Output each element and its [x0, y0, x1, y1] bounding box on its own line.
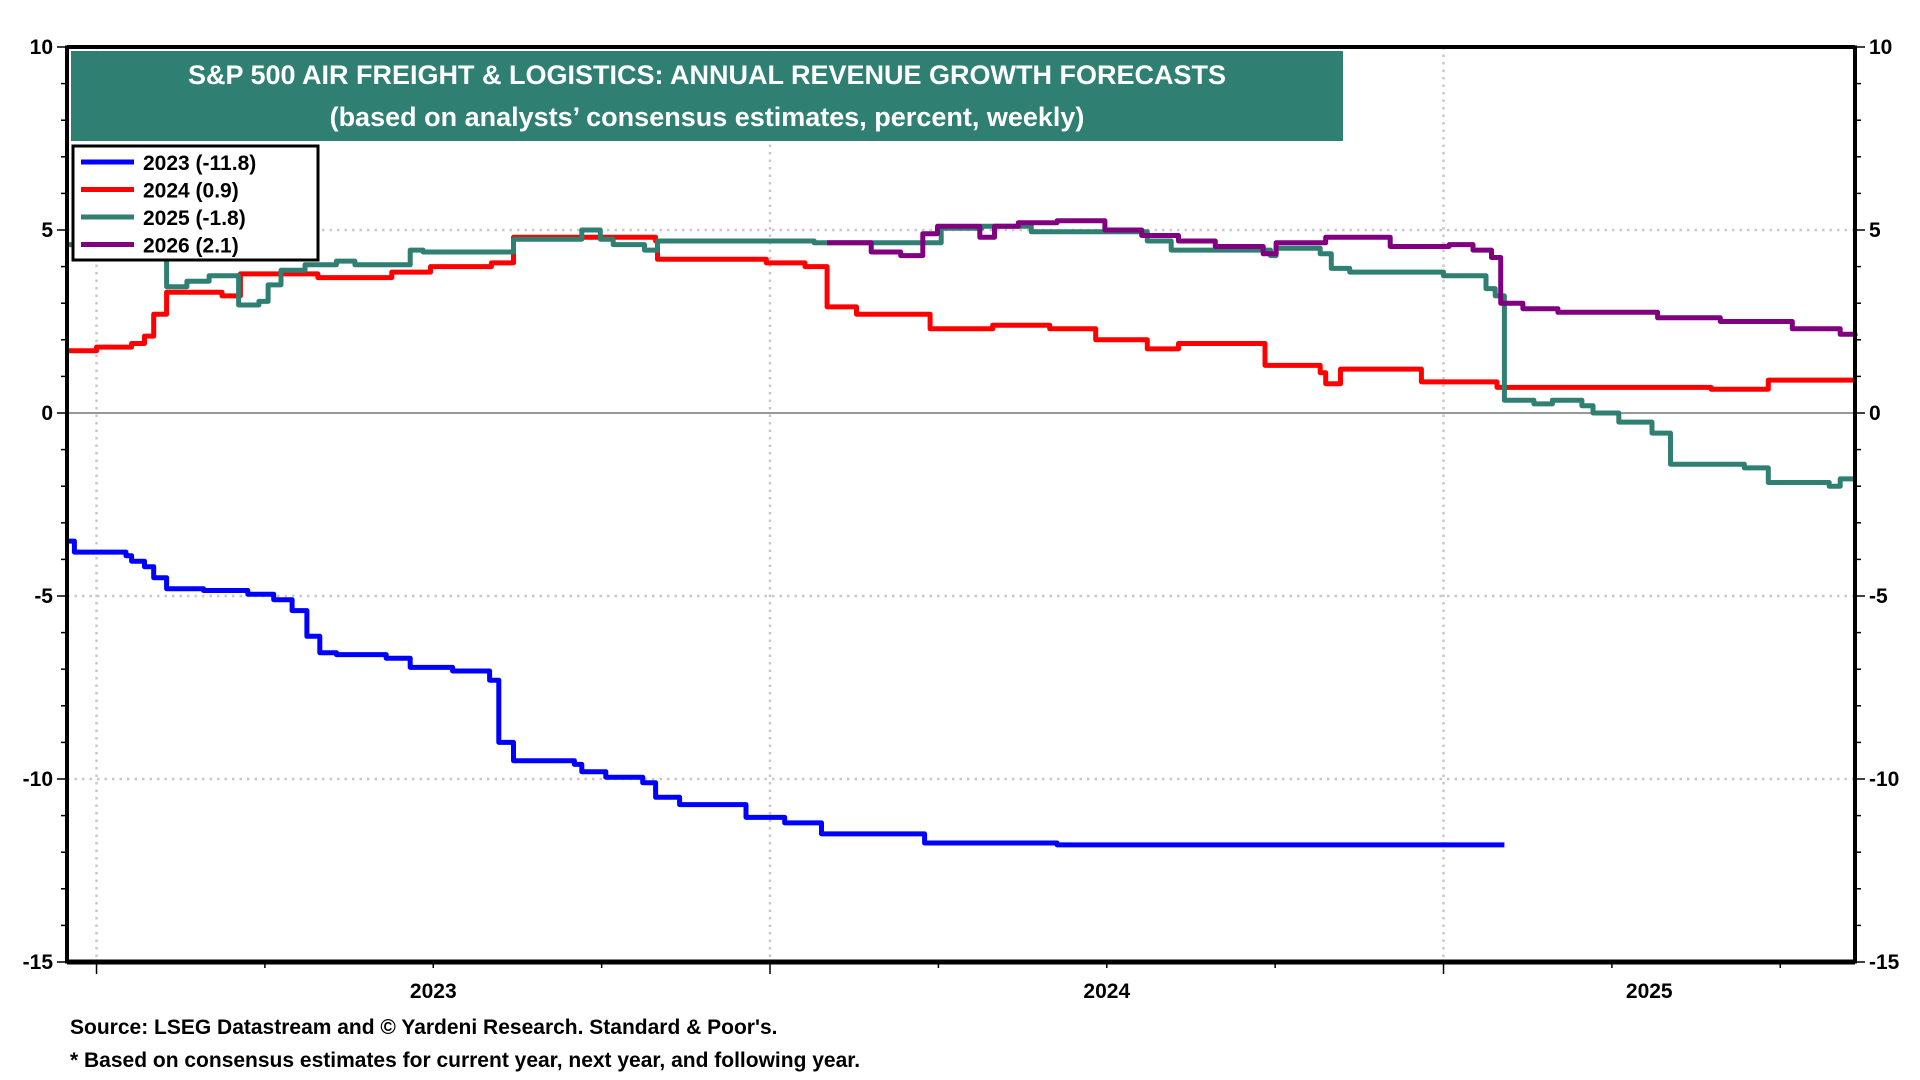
axes: 10 10 5 5 0 0 -5 -5 -10 -10 -15 -15 2023 2024 2025: [23, 36, 1900, 1003]
y-tick-label-left: -10: [23, 768, 53, 791]
y-tick-label-left: -15: [23, 951, 54, 974]
title-box: S&P 500 AIR FREIGHT & LOGISTICS: ANNUAL …: [71, 51, 1343, 141]
y-tick-label-right: -5: [1869, 585, 1888, 608]
y-tick-label-right: -15: [1869, 951, 1900, 974]
legend: 2023 (-11.8) 2024 (0.9) 2025 (-1.8) 2026 (2…: [71, 144, 320, 262]
y-tick-label-right: 0: [1869, 402, 1881, 425]
y-tick-label-left: 5: [41, 219, 53, 242]
legend-label-0: 2023 (-11.8): [143, 152, 256, 175]
series-line-1: [67, 234, 1855, 392]
series-line-3: [827, 218, 1858, 337]
chart-title: S&P 500 AIR FREIGHT & LOGISTICS: ANNUAL …: [188, 60, 1226, 90]
y-tick-label-left: -5: [34, 585, 53, 608]
y-tick-label-right: 10: [1869, 36, 1892, 59]
y-tick-label-left: 10: [30, 36, 53, 59]
series-line-2: [67, 223, 1855, 489]
x-tick-label: 2024: [1083, 980, 1130, 1003]
series-line-0: [67, 538, 1505, 848]
y-tick-label-right: -10: [1869, 768, 1899, 791]
series-lines: [67, 218, 1858, 848]
y-tick-label-left: 0: [41, 402, 53, 425]
legend-box: [71, 144, 320, 262]
gridlines: [67, 47, 1855, 962]
y-tick-label-right: 5: [1869, 219, 1881, 242]
x-tick-label: 2025: [1626, 980, 1673, 1003]
legend-label-1: 2024 (0.9): [143, 180, 239, 203]
chart-subtitle: (based on analysts’ consensus estimates,…: [330, 102, 1085, 132]
legend-label-2: 2025 (-1.8): [143, 207, 246, 230]
footer-note: * Based on consensus estimates for curre…: [70, 1049, 860, 1072]
legend-label-3: 2026 (2.1): [143, 235, 239, 258]
title-background: [71, 51, 1343, 141]
x-tick-label: 2023: [410, 980, 457, 1003]
footer-source: Source: LSEG Datastream and © Yardeni Re…: [70, 1016, 777, 1039]
